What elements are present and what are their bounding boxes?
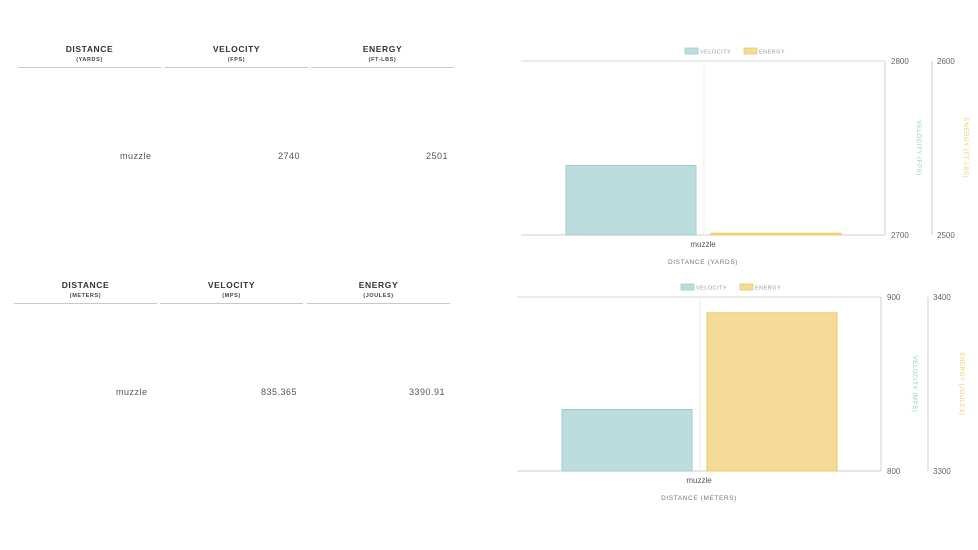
bar-energy	[710, 232, 842, 236]
legend-label-energy: ENERGY	[755, 286, 781, 292]
y-tick-label: 900	[887, 293, 901, 302]
cell-distance: muzzle	[116, 387, 148, 397]
y2-tick-label: 3300	[933, 467, 951, 476]
header-unit: (JOULES)	[363, 293, 394, 299]
header-label: DISTANCE	[65, 44, 114, 54]
y-tick-label: 2700	[891, 231, 909, 240]
y-tick-label: 2800	[891, 57, 909, 66]
legend-label-energy: ENERGY	[759, 50, 785, 56]
header-label: DISTANCE	[61, 280, 110, 290]
cell-energy: 2501	[426, 151, 449, 161]
header-distance: DISTANCE (METERS)	[14, 280, 157, 304]
chart-yards: 2800 2700 2600 2500 muzzle DISTANCE (YARDS) VE…	[521, 47, 968, 266]
header-unit: (YARDS)	[76, 57, 103, 63]
legend-label-velocity: VELOCITY	[696, 286, 727, 292]
y-axis-title: VELOCITY (FPS)	[915, 120, 921, 175]
header-unit: (METERS)	[69, 293, 102, 299]
chart-meters: 900 800 3400 3300 muzzle DISTANCE (METERS) VEL…	[517, 283, 964, 502]
legend-swatch-velocity	[684, 47, 699, 55]
header-unit: (FT-LBS)	[368, 57, 397, 63]
header-label: VELOCITY	[207, 280, 256, 290]
y2-tick-label: 2600	[937, 57, 955, 66]
bar-velocity	[561, 408, 693, 472]
y2-axis-title: ENERGY (FT-LBS)	[962, 118, 968, 178]
bar-energy	[706, 312, 838, 472]
header-label: ENERGY	[358, 280, 399, 290]
x-tick-label: muzzle	[686, 476, 712, 485]
x-axis-title: DISTANCE (METERS)	[661, 495, 737, 502]
legend-swatch-energy	[743, 47, 758, 55]
x-axis-title: DISTANCE (YARDS)	[668, 259, 738, 266]
y2-tick-label: 2500	[937, 231, 955, 240]
cell-velocity: 835.365	[261, 387, 298, 397]
header-velocity: VELOCITY (FPS)	[165, 44, 308, 68]
y2-tick-label: 3400	[933, 293, 951, 302]
legend-label-velocity: VELOCITY	[700, 50, 731, 56]
header-energy: ENERGY (FT-LBS)	[311, 44, 454, 68]
y2-axis-title: ENERGY (JOULES)	[958, 352, 964, 415]
y-axis-title: VELOCITY (MPS)	[911, 356, 917, 413]
header-energy: ENERGY (JOULES)	[307, 280, 450, 304]
cell-distance: muzzle	[120, 151, 152, 161]
header-unit: (FPS)	[227, 57, 246, 63]
legend-swatch-velocity	[680, 283, 695, 291]
header-velocity: VELOCITY (MPS)	[160, 280, 303, 304]
header-label: ENERGY	[362, 44, 403, 54]
header-label: VELOCITY	[212, 44, 261, 54]
cell-energy: 3390.91	[409, 387, 446, 397]
header-unit: (MPS)	[222, 293, 241, 299]
y-tick-label: 800	[887, 467, 901, 476]
bar-velocity	[565, 164, 697, 236]
x-tick-label: muzzle	[690, 240, 716, 249]
cell-velocity: 2740	[278, 151, 301, 161]
header-distance: DISTANCE (YARDS)	[18, 44, 161, 68]
legend-swatch-energy	[739, 283, 754, 291]
